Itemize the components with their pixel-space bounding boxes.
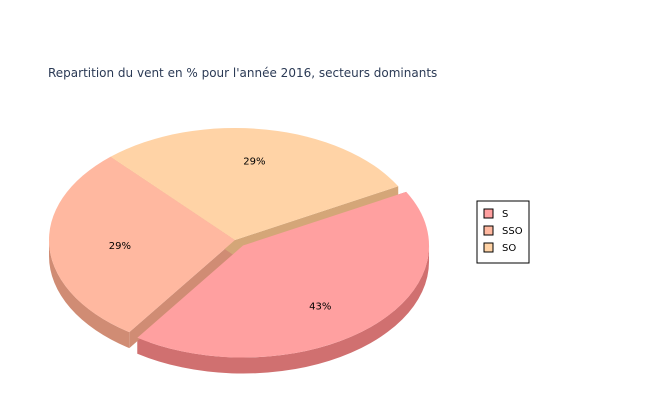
legend-label-s: S: [502, 209, 508, 220]
legend-label-sso: SSO: [502, 226, 523, 237]
legend-swatch-so: [483, 242, 494, 253]
slice-so: [110, 127, 399, 240]
slice-s-rim: [137, 245, 430, 374]
chart-title: Repartition du vent en % pour l'année 20…: [48, 66, 437, 80]
data-label-so: 29%: [243, 157, 265, 168]
slice-sso: [49, 156, 235, 333]
pie-data-labels: 43% 29% 29%: [109, 157, 332, 313]
legend-swatch-sso: [483, 225, 494, 236]
data-label-sso: 29%: [109, 241, 131, 252]
slice-s: [137, 191, 430, 358]
slice-sso-cut-start: [129, 240, 235, 349]
legend-swatch-s: [483, 208, 494, 219]
legend-label-so: SO: [502, 243, 516, 254]
slice-sso-rim: [49, 240, 130, 349]
chart-legend: S SSO SO: [476, 200, 530, 264]
data-label-s: 43%: [309, 301, 331, 312]
pie-slices: [49, 127, 430, 358]
